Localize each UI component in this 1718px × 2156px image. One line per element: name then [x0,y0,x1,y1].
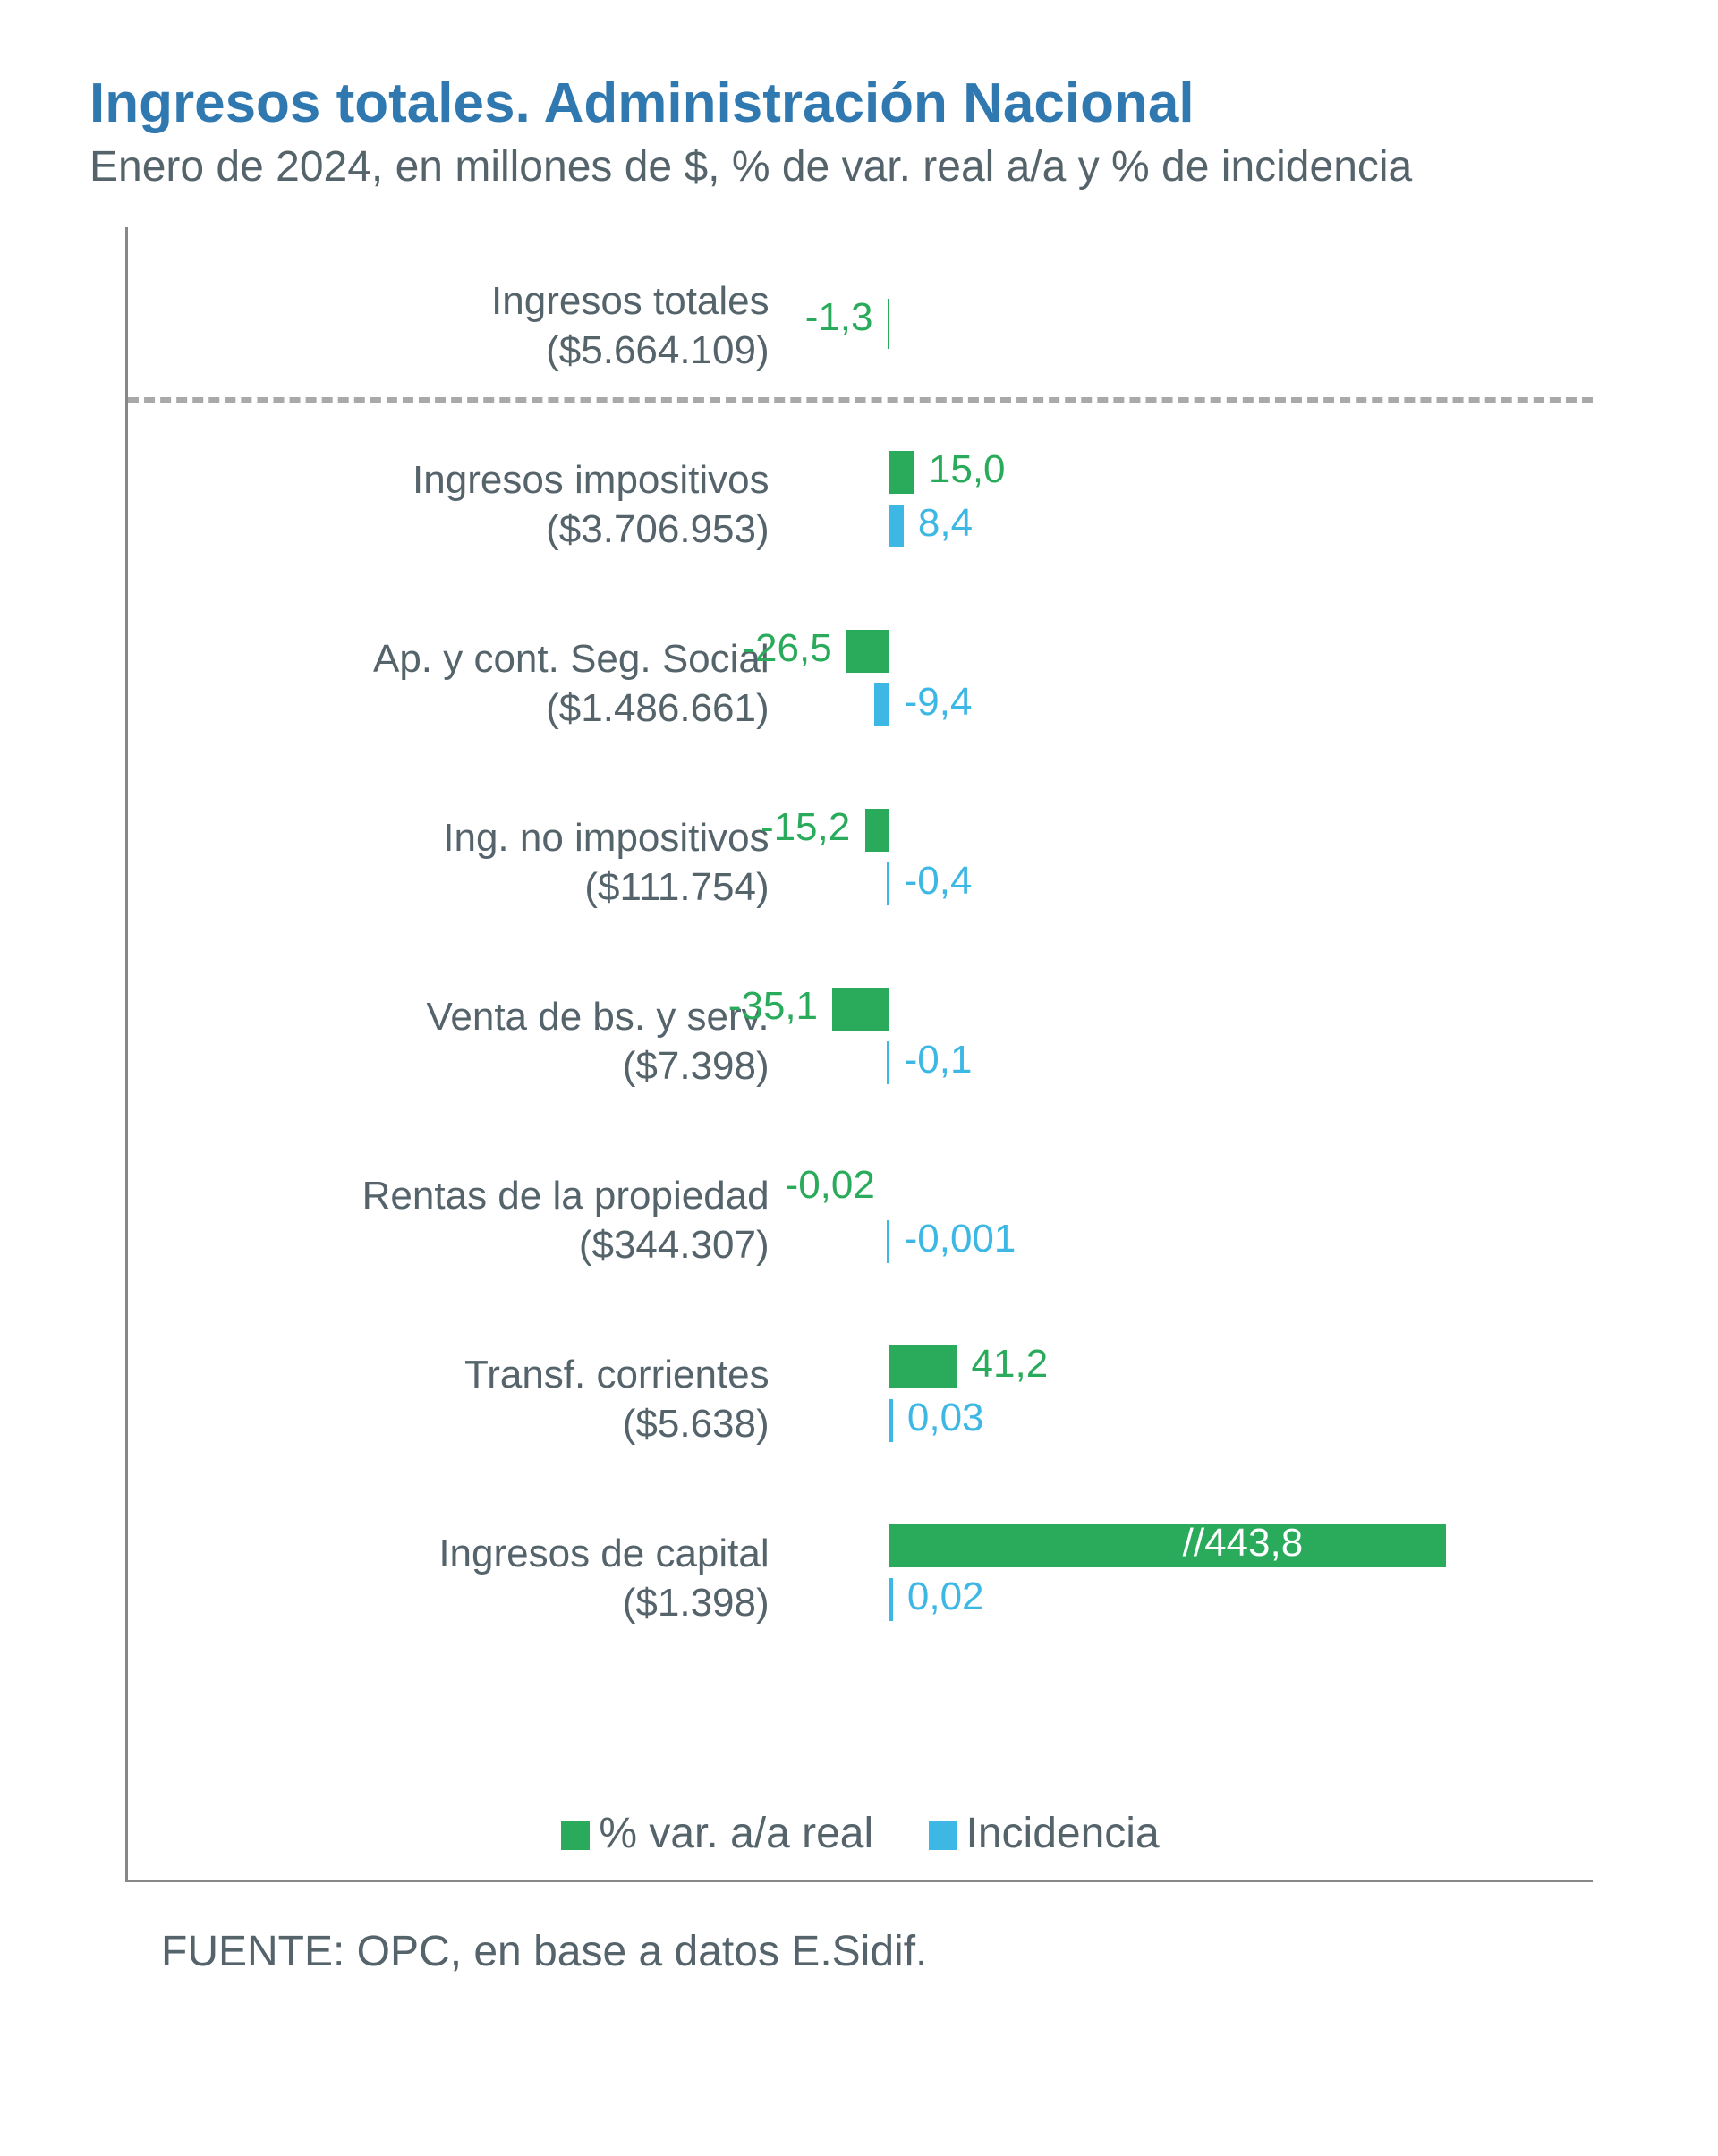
var-value-label: -26,5 [742,626,831,671]
row-label: Ingresos totales($5.664.109) [491,276,787,375]
chart-row: Ingresos impositivos($3.706.953) 15,0 8,4 [128,415,1593,594]
var-bar [889,1345,957,1388]
legend-item-var: % var. a/a real [561,1809,873,1858]
source-text: OPC, en base a datos E.Sidif. [357,1928,928,1975]
legend-swatch-inc [929,1821,957,1850]
chart-row: Ing. no impositivos($111.754)-15,2 -0,4 [128,773,1593,952]
var-value-label: 41,2 [972,1342,1049,1387]
inc-bar [887,862,889,905]
inc-bar [887,1220,889,1263]
var-bar [846,630,889,673]
chart-row: Rentas de la propiedad($344.307)-0,02 -0,… [128,1131,1593,1310]
legend-label-inc: Incidencia [966,1810,1160,1857]
inc-bar [887,1041,889,1084]
inc-bar [889,1578,892,1621]
chart-subtitle: Enero de 2024, en millones de $, % de va… [89,142,1629,191]
row-label: Ingresos de capital($1.398) [438,1529,787,1627]
row-label: Rentas de la propiedad($344.307) [362,1171,787,1269]
var-bar [865,809,890,852]
dashed-separator [128,397,1593,403]
inc-value-label: -0,001 [905,1217,1016,1261]
legend-swatch-var [561,1821,590,1850]
legend: % var. a/a real Incidencia [128,1809,1593,1858]
inc-value-label: 0,03 [907,1396,984,1440]
inc-bar [874,683,889,726]
var-value-label: -1,3 [805,295,873,340]
row-label: Ap. y cont. Seg. Social($1.486.661) [373,634,787,733]
inc-bar [889,505,903,547]
var-bar [889,1524,1446,1567]
plot-area: % var. a/a real Incidencia Ingresos tota… [125,227,1593,1882]
chart-row: Ingresos totales($5.664.109) -1,3 [128,236,1593,415]
var-value-label: 15,0 [929,447,1006,492]
var-bar [888,299,889,349]
inc-bar [889,1399,892,1442]
inc-value-label: -0,4 [905,859,973,904]
inc-value-label: -9,4 [905,680,973,725]
var-value-label: -0,02 [786,1163,875,1208]
row-label: Transf. corrientes($5.638) [464,1350,787,1448]
var-value-label: -35,1 [728,984,818,1029]
var-bar [889,451,914,494]
chart-title: Ingresos totales. Administración Naciona… [89,72,1629,135]
chart-row: Transf. corrientes($5.638) 41,2 0,03 [128,1310,1593,1489]
chart-row: Venta de bs. y serv.($7.398)-35,1-0,1 [128,952,1593,1131]
inc-value-label: 8,4 [918,501,973,546]
var-value-label: -15,2 [761,805,850,850]
inc-value-label: 0,02 [907,1575,984,1619]
var-bar [832,988,889,1031]
row-label: Ing. no impositivos($111.754) [443,813,787,912]
chart-container: Ingresos totales. Administración Naciona… [89,72,1629,1976]
var-value-label: //443,8 [1183,1521,1304,1566]
inc-value-label: -0,1 [905,1038,973,1082]
chart-row: Ingresos de capital($1.398) //443,8 0,02 [128,1489,1593,1668]
legend-item-inc: Incidencia [929,1809,1160,1858]
source-line: FUENTE: OPC, en base a datos E.Sidif. [161,1927,1629,1976]
row-label: Ingresos impositivos($3.706.953) [412,455,787,554]
chart-row: Ap. y cont. Seg. Social($1.486.661)-26,5… [128,594,1593,773]
legend-label-var: % var. a/a real [599,1810,873,1857]
source-prefix: FUENTE: [161,1928,357,1975]
